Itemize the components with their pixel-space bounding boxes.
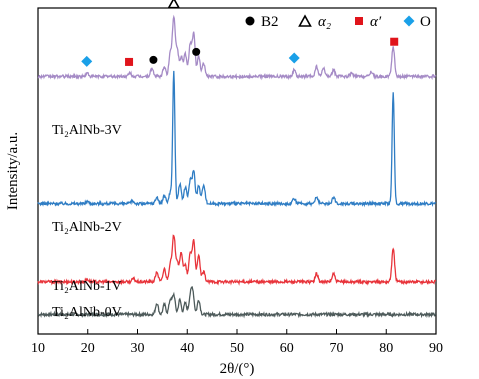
series-line-0 xyxy=(37,286,437,319)
x-tick-label-4: 50 xyxy=(230,341,244,356)
x-tick-label-5: 60 xyxy=(280,341,294,356)
legend-alpha-prime-marker xyxy=(355,17,363,25)
x-axis-title: 2θ/(°) xyxy=(220,361,255,377)
legend-alpha2-marker xyxy=(298,14,312,27)
x-tick-label-1: 20 xyxy=(81,341,95,356)
legend-alpha2-label: α₂ xyxy=(318,14,331,30)
phase-marker-layer xyxy=(81,0,399,67)
x-tick-label-8: 90 xyxy=(429,341,443,356)
series-line-1 xyxy=(37,234,436,286)
phase-marker-0 xyxy=(81,55,93,67)
series-label-0v: Ti₂AlNb-0V xyxy=(52,305,122,320)
series-label-1v: Ti₂AlNb-1V xyxy=(52,279,122,294)
series-label-3v: Ti₂AlNb-3V xyxy=(52,123,122,138)
legend: B2 α₂ α′ O xyxy=(245,14,431,30)
phase-marker-2 xyxy=(149,55,158,64)
x-tick-label-6: 70 xyxy=(330,341,344,356)
series-line-3 xyxy=(37,14,437,81)
x-tick-label-2: 30 xyxy=(131,341,145,356)
y-axis-title: Intensity/a.u. xyxy=(5,132,21,210)
phase-marker-4 xyxy=(192,47,201,56)
legend-o-label: O xyxy=(420,14,431,30)
phase-marker-6 xyxy=(390,37,399,46)
legend-alpha-prime-label: α′ xyxy=(370,14,382,30)
phase-marker-5 xyxy=(288,52,300,64)
legend-b2-marker xyxy=(245,16,255,26)
series-label-2v: Ti₂AlNb-2V xyxy=(52,220,122,235)
x-tick-layer: 10 20 30 40 50 60 70 80 90 xyxy=(31,329,443,356)
series-layer xyxy=(37,14,437,319)
x-tick-label-0: 10 xyxy=(31,341,45,356)
phase-marker-1 xyxy=(125,57,134,66)
legend-b2-label: B2 xyxy=(261,14,279,30)
legend-o-marker xyxy=(403,15,415,27)
phase-marker-3 xyxy=(167,0,181,9)
x-tick-label-3: 40 xyxy=(180,341,194,356)
series-line-2 xyxy=(37,70,437,208)
x-tick-label-7: 80 xyxy=(379,341,393,356)
